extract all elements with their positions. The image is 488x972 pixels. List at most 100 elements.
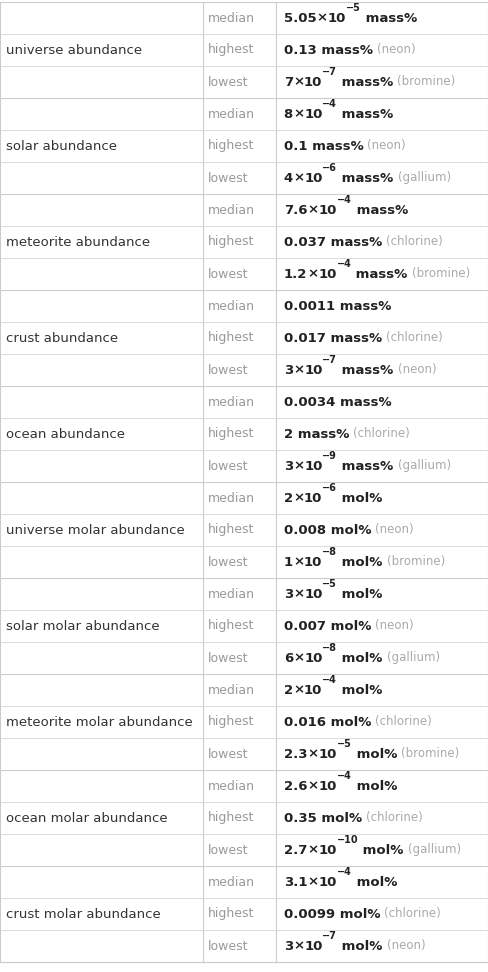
Text: −4: −4 — [337, 771, 351, 781]
Text: lowest: lowest — [207, 267, 248, 281]
Text: (bromine): (bromine) — [397, 76, 456, 88]
Text: 7: 7 — [284, 76, 293, 88]
Text: ×: × — [293, 940, 304, 953]
Text: solar abundance: solar abundance — [6, 140, 117, 153]
Text: 0.35 mol%: 0.35 mol% — [284, 812, 362, 824]
Text: −8: −8 — [323, 547, 337, 557]
Text: 1: 1 — [284, 556, 293, 569]
Text: lowest: lowest — [207, 171, 248, 185]
Text: highest: highest — [207, 715, 254, 728]
Text: ×: × — [293, 651, 304, 665]
Text: median: median — [207, 683, 255, 697]
Text: lowest: lowest — [207, 651, 248, 665]
Text: −5: −5 — [346, 3, 361, 13]
Text: (neon): (neon) — [375, 524, 414, 537]
Text: 10: 10 — [318, 203, 337, 217]
Text: crust molar abundance: crust molar abundance — [6, 908, 161, 920]
Text: (gallium): (gallium) — [398, 171, 451, 185]
Text: mol%: mol% — [351, 876, 397, 888]
Text: 3: 3 — [284, 364, 293, 376]
Text: ×: × — [293, 492, 304, 504]
Text: mol%: mol% — [337, 587, 383, 601]
Text: 10: 10 — [318, 780, 337, 792]
Text: ×: × — [307, 844, 318, 856]
Text: −7: −7 — [323, 67, 337, 77]
Text: mol%: mol% — [337, 940, 383, 953]
Text: 10: 10 — [304, 492, 323, 504]
Text: 3.1: 3.1 — [284, 876, 307, 888]
Text: (neon): (neon) — [377, 44, 415, 56]
Text: 3: 3 — [284, 940, 293, 953]
Text: 2.7: 2.7 — [284, 844, 307, 856]
Text: −7: −7 — [323, 931, 337, 941]
Text: 0.037 mass%: 0.037 mass% — [284, 235, 382, 249]
Text: 10: 10 — [304, 683, 323, 697]
Text: mass%: mass% — [337, 171, 394, 185]
Text: 10: 10 — [304, 556, 323, 569]
Text: mol%: mol% — [337, 683, 383, 697]
Text: meteorite molar abundance: meteorite molar abundance — [6, 715, 193, 728]
Text: ×: × — [293, 108, 304, 121]
Text: ×: × — [293, 364, 304, 376]
Text: ocean molar abundance: ocean molar abundance — [6, 812, 167, 824]
Text: meteorite abundance: meteorite abundance — [6, 235, 150, 249]
Text: mass%: mass% — [337, 364, 394, 376]
Text: 7.6: 7.6 — [284, 203, 307, 217]
Text: median: median — [207, 492, 255, 504]
Text: 10: 10 — [318, 267, 337, 281]
Text: median: median — [207, 12, 255, 24]
Text: −4: −4 — [337, 867, 351, 877]
Text: (bromine): (bromine) — [386, 556, 445, 569]
Text: −9: −9 — [323, 451, 337, 461]
Text: −6: −6 — [323, 483, 337, 493]
Text: crust abundance: crust abundance — [6, 331, 118, 344]
Text: median: median — [207, 780, 255, 792]
Text: ×: × — [307, 780, 318, 792]
Text: −5: −5 — [323, 579, 337, 589]
Text: highest: highest — [207, 140, 254, 153]
Text: 0.1 mass%: 0.1 mass% — [284, 140, 364, 153]
Text: median: median — [207, 108, 255, 121]
Text: −7: −7 — [323, 355, 337, 364]
Text: 0.0099 mol%: 0.0099 mol% — [284, 908, 380, 920]
Text: 10: 10 — [318, 876, 337, 888]
Text: median: median — [207, 587, 255, 601]
Text: 3: 3 — [284, 587, 293, 601]
Text: −4: −4 — [323, 675, 337, 685]
Text: 6: 6 — [284, 651, 293, 665]
Text: median: median — [207, 203, 255, 217]
Text: 10: 10 — [304, 460, 323, 472]
Text: 0.017 mass%: 0.017 mass% — [284, 331, 382, 344]
Text: 5.05: 5.05 — [284, 12, 316, 24]
Text: lowest: lowest — [207, 747, 248, 760]
Text: highest: highest — [207, 908, 254, 920]
Text: 2 mass%: 2 mass% — [284, 428, 349, 440]
Text: 8: 8 — [284, 108, 293, 121]
Text: ×: × — [293, 683, 304, 697]
Text: 10: 10 — [304, 587, 323, 601]
Text: 4: 4 — [284, 171, 293, 185]
Text: 10: 10 — [304, 651, 323, 665]
Text: mol%: mol% — [358, 844, 404, 856]
Text: mass%: mass% — [351, 203, 408, 217]
Text: (gallium): (gallium) — [387, 651, 440, 665]
Text: lowest: lowest — [207, 940, 248, 953]
Text: 0.13 mass%: 0.13 mass% — [284, 44, 373, 56]
Text: −6: −6 — [323, 163, 337, 173]
Text: ×: × — [293, 587, 304, 601]
Text: lowest: lowest — [207, 556, 248, 569]
Text: highest: highest — [207, 428, 254, 440]
Text: mol%: mol% — [351, 747, 397, 760]
Text: 10: 10 — [304, 364, 323, 376]
Text: highest: highest — [207, 44, 254, 56]
Text: 2.6: 2.6 — [284, 780, 307, 792]
Text: highest: highest — [207, 524, 254, 537]
Text: mass%: mass% — [351, 267, 407, 281]
Text: (gallium): (gallium) — [398, 460, 451, 472]
Text: ×: × — [293, 76, 304, 88]
Text: ×: × — [293, 556, 304, 569]
Text: highest: highest — [207, 331, 254, 344]
Text: 0.008 mol%: 0.008 mol% — [284, 524, 371, 537]
Text: −10: −10 — [337, 835, 358, 845]
Text: ×: × — [307, 203, 318, 217]
